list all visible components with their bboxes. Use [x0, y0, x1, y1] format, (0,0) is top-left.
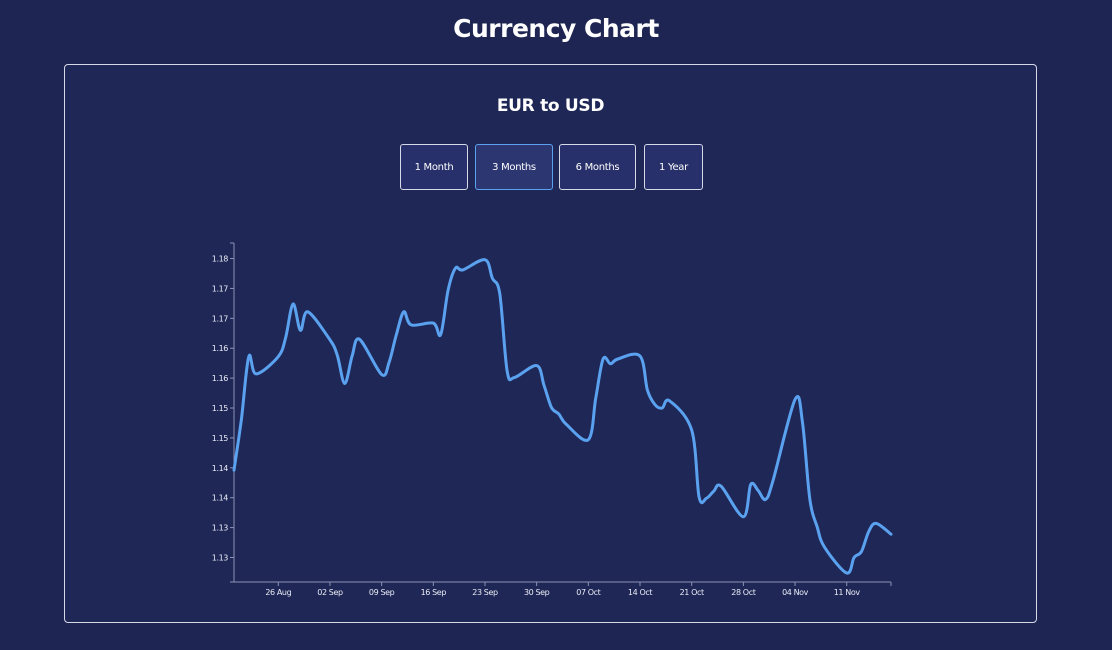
- y-tick-label: 1.17: [212, 314, 229, 323]
- x-tick-label: 04 Nov: [782, 588, 809, 597]
- range-button-3-months[interactable]: 3 Months: [475, 144, 553, 190]
- range-button-group: 1 Month 3 Months 6 Months 1 Year: [65, 144, 1036, 190]
- x-tick-label: 14 Oct: [628, 588, 652, 597]
- x-tick-label: 30 Sep: [524, 588, 550, 597]
- y-tick-label: 1.13: [212, 524, 229, 533]
- y-tick-label: 1.15: [212, 404, 229, 413]
- chart-card: EUR to USD 1 Month 3 Months 6 Months 1 Y…: [64, 64, 1037, 623]
- y-tick-label: 1.18: [212, 255, 229, 264]
- page-title: Currency Chart: [453, 14, 659, 43]
- x-tick-label: 21 Oct: [680, 588, 704, 597]
- x-tick-label: 02 Sep: [317, 588, 343, 597]
- range-button-1-year[interactable]: 1 Year: [644, 144, 703, 190]
- y-tick-label: 1.16: [212, 344, 229, 353]
- y-tick-label: 1.15: [212, 434, 229, 443]
- x-tick-label: 07 Oct: [576, 588, 600, 597]
- range-button-6-months[interactable]: 6 Months: [559, 144, 636, 190]
- chart-title: EUR to USD: [496, 96, 605, 116]
- x-tick-label: 11 Nov: [834, 588, 861, 597]
- y-tick-label: 1.14: [212, 464, 229, 473]
- y-tick-label: 1.14: [212, 494, 229, 503]
- x-tick-label: 09 Sep: [369, 588, 395, 597]
- x-tick-label: 16 Sep: [421, 588, 447, 597]
- range-button-1-month[interactable]: 1 Month: [400, 144, 468, 190]
- x-tick-label: 23 Sep: [472, 588, 498, 597]
- x-tick-label: 26 Aug: [265, 588, 291, 597]
- y-tick-label: 1.17: [212, 284, 229, 293]
- y-tick-label: 1.16: [212, 374, 229, 383]
- x-tick-label: 28 Oct: [731, 588, 755, 597]
- series-line-eur-usd: [232, 258, 893, 575]
- y-tick-label: 1.13: [212, 553, 229, 562]
